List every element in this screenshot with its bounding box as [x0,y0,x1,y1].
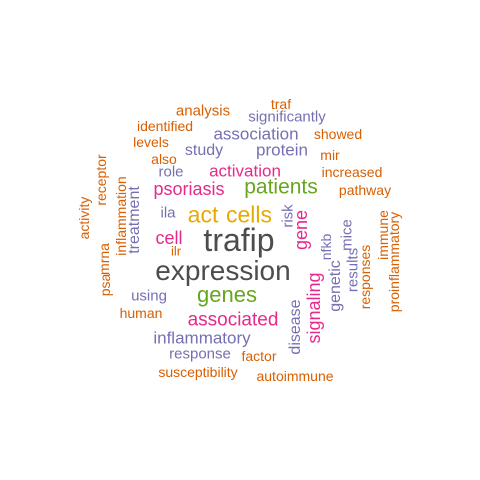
cloud-word: expression [155,255,291,286]
cloud-word: inflammatory [153,328,251,348]
cloud-word: activity [76,196,92,240]
cloud-word: autoimmune [256,368,334,384]
cloud-word: act [187,201,219,228]
cloud-word: genes [197,282,257,307]
cloud-word: identified [136,118,194,134]
cloud-word: pathway [338,182,392,198]
cloud-word: mice [338,219,356,251]
cloud-word: levels [133,134,169,150]
cloud-word: susceptibility [158,364,238,380]
cloud-word: protein [256,140,308,160]
cloud-word: trafip [203,222,275,258]
cloud-word: patients [244,175,318,199]
cloud-word: responses [357,244,373,310]
cloud-word: receptor [93,154,109,206]
cloud-word: also [151,151,177,167]
cloud-word: associated [187,309,279,331]
cloud-word: nfkb [318,233,334,261]
cloud-word: cell [155,228,183,248]
cloud-word: disease [287,299,304,355]
cloud-word: human [119,305,163,321]
cloud-word: association [213,124,299,144]
cloud-word: significantly [248,108,326,126]
cloud-word: genetic [327,260,344,312]
cloud-word: inflammation [113,176,129,256]
cloud-word: cells [225,201,273,228]
cloud-word: traf [270,96,292,112]
cloud-word: analysis [175,102,231,120]
cloud-word: factor [241,348,277,364]
cloud-word: ila [160,204,176,222]
cloud-word: psa [97,273,113,297]
cloud-word: psoriasis [153,179,225,199]
cloud-word: mrna [96,243,112,275]
cloud-word: study [184,142,224,159]
cloud-word: role [158,163,184,181]
cloud-word: proinflammatory [386,211,402,313]
cloud-word: treatment [126,186,143,254]
cloud-word: signaling [304,272,324,344]
cloud-word: mir [320,147,340,163]
cloud-word: using [131,287,167,305]
cloud-word: activation [209,161,281,181]
cloud-word: response [169,345,231,363]
cloud-word: increased [321,164,383,180]
cloud-word: ilr [170,243,182,259]
cloud-word: showed [313,126,363,142]
cloud-word: risk [279,204,297,228]
